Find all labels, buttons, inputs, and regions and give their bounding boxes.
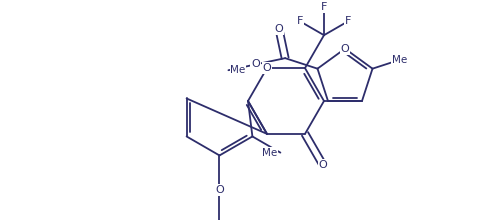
Text: F: F xyxy=(321,2,327,12)
Text: Me: Me xyxy=(391,55,407,65)
Text: F: F xyxy=(345,16,351,26)
Text: O: O xyxy=(341,44,349,54)
Text: O: O xyxy=(319,160,328,170)
Text: O: O xyxy=(263,63,272,73)
Text: O: O xyxy=(275,24,283,34)
Text: F: F xyxy=(297,16,303,26)
Text: Me: Me xyxy=(262,148,278,158)
Text: O: O xyxy=(252,59,260,69)
Text: Me: Me xyxy=(230,65,245,75)
Text: O: O xyxy=(215,185,224,195)
